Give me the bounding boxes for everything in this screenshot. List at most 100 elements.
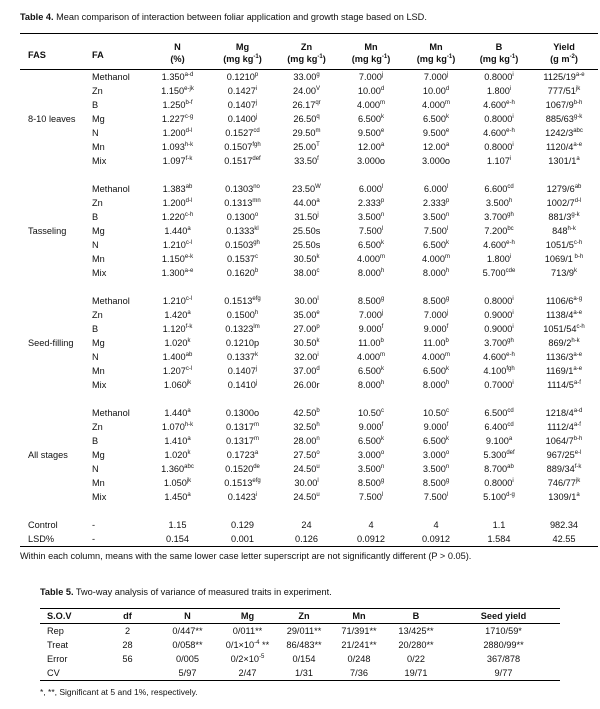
source-of-variation: Error (40, 652, 100, 666)
value: 3.500 (357, 212, 381, 222)
value: 7.000 (358, 72, 382, 82)
significance-letter: m (254, 436, 260, 442)
value-cell: 25.00T (275, 140, 338, 154)
value-cell: 1.097f-k (145, 154, 210, 168)
value-cell: 1.020k (145, 336, 210, 350)
significance-letter: W (315, 184, 321, 190)
value-cell: 4.000m (338, 350, 404, 364)
value-cell: 5.700cde (468, 266, 530, 280)
significance-letter: k (381, 366, 384, 372)
table-row: Mix 1.060jk 0.1410j 26.00r 8.000h 8.000h 0.700… (20, 378, 598, 392)
value-cell: 7.000j (404, 308, 468, 322)
value: 0.1210 (226, 72, 255, 82)
value: 1.020 (164, 450, 188, 460)
value-cell: 1.150e-k (145, 252, 210, 266)
significance-letter: i (509, 254, 512, 260)
value: 8.000 (422, 380, 446, 390)
value: 3.000o (356, 156, 386, 166)
value-cell: 8.500g (404, 476, 468, 490)
significance-letter: d-l (574, 198, 582, 204)
significance-letter: m (380, 352, 385, 358)
value-cell: 1125/19a-e (530, 70, 598, 85)
value: 0.1323 (225, 324, 254, 334)
significance-letter: e-jk (184, 86, 194, 92)
value-cell: 0.1513efg (210, 476, 275, 490)
value: 32.50 (293, 422, 317, 432)
column-header: Mn (364, 42, 378, 52)
value: 1.200 (162, 198, 186, 208)
value-cell: 7.200bc (468, 224, 530, 238)
value-cell: 9.000f (338, 420, 404, 434)
value: 0.1513 (224, 478, 253, 488)
significance-letter: c-h (184, 212, 194, 218)
value: 0.8000 (484, 72, 513, 82)
value-cell: 4.600e-h (468, 98, 530, 112)
value-cell: 3.000o (338, 448, 404, 462)
value-cell: 12.00a (338, 140, 404, 154)
significance-letter: a-e (573, 310, 583, 316)
value-cell: 1301/1a (530, 154, 598, 168)
spacer-row (20, 280, 598, 294)
value: 9.500 (422, 128, 446, 138)
foliar-application-cell: Mn (92, 366, 105, 376)
value: 27.50 (293, 450, 317, 460)
value-cell: 0.1537c (210, 252, 275, 266)
value-cell: 1051/5c-h (530, 238, 598, 252)
value: 0.1527 (225, 128, 254, 138)
value-cell: 0.1313mn (210, 196, 275, 210)
column-header: B (385, 608, 447, 624)
value-cell: 1.450a (145, 490, 210, 504)
value: 0.1210p (225, 338, 260, 348)
value-cell: 0.1300o (210, 210, 275, 224)
significance-letter: d-l (185, 128, 193, 134)
unit-close: ) (515, 54, 519, 64)
significance-letter: efg (252, 478, 261, 484)
value-cell: 7.000j (338, 70, 404, 85)
value: 20/280** (398, 640, 434, 650)
growth-stage-cell (20, 238, 82, 252)
unit-close: ) (574, 54, 578, 64)
mean-square-cell: 0/005 (155, 652, 220, 666)
value-cell: 0.1517def (210, 154, 275, 168)
significance-letter: i (512, 478, 514, 484)
significance-letter: c-l (185, 240, 193, 246)
foliar-application-cell: B (92, 100, 99, 110)
foliar-application-cell: N (92, 352, 99, 362)
mean-square-cell: 5/97 (155, 666, 220, 681)
summary-value: 1.15 (168, 520, 187, 530)
value-cell: 0.1423i (210, 490, 275, 504)
significance-letter: c-g (184, 114, 194, 120)
value-cell: 1.200d-l (145, 126, 210, 140)
significance-letter: i (255, 492, 258, 498)
value: 27.00 (293, 324, 317, 334)
value: 2 (124, 626, 131, 636)
significance-letter: n (445, 464, 450, 470)
significance-letter: a-e (573, 352, 583, 358)
mean-square-cell: 367/878 (447, 652, 560, 666)
value-cell: 1120/4a-e (530, 140, 598, 154)
value: 0.8000 (484, 296, 513, 306)
column-unit: (mg kg-1) (404, 54, 468, 70)
value: 35.00 (293, 310, 317, 320)
significance-letter: e-l (574, 450, 582, 456)
value-cell: 0.1410j (210, 378, 275, 392)
significance: ** (259, 640, 270, 650)
value: 24.50 (293, 492, 317, 502)
mean-square-cell: 0/248 (333, 652, 385, 666)
value: 3.500 (357, 464, 381, 474)
value-cell: 30.50k (275, 336, 338, 350)
table-row: N 1.360abc 0.1520de 24.50u 3.500n 3.500n 8.700… (20, 462, 598, 476)
value-cell: 10.00d (404, 84, 468, 98)
value-cell: 1.800i (468, 84, 530, 98)
foliar-application-cell: Mg (92, 338, 105, 348)
value-cell: 6.500k (404, 364, 468, 378)
significance-letter: i (512, 142, 514, 148)
significance-letter: i (255, 86, 258, 92)
header-row: FAS FA N Mg Zn Mn Mn B Yield (20, 33, 598, 70)
significance-letter: o (380, 450, 385, 456)
table-row: B 1.410a 0.1317m 28.00n 6.500k 6.500k 9.100a 10… (20, 434, 598, 448)
value-cell: 6.500k (404, 434, 468, 448)
significance-letter: cd (507, 408, 514, 414)
column-header: N (174, 42, 181, 52)
value: 38.00 (293, 268, 317, 278)
